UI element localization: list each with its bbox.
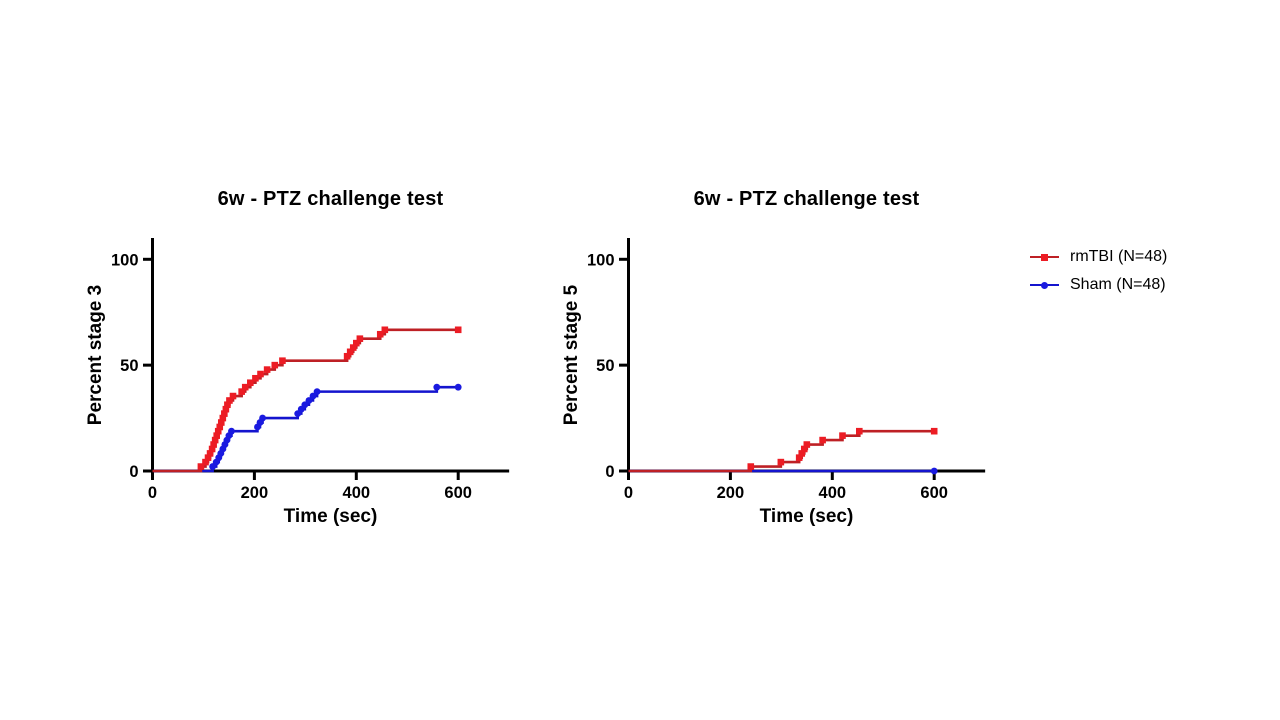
event-marker-circle — [301, 401, 309, 409]
event-marker-circle — [930, 467, 938, 475]
event-marker-square — [252, 374, 259, 382]
event-marker-square — [930, 427, 938, 435]
chart-1: 0 200 400 600 0 50 100 — [587, 238, 986, 502]
event-marker-square — [222, 405, 230, 413]
event-marker-circle — [309, 392, 317, 400]
event-marker-square — [856, 427, 863, 435]
event-marker-square — [229, 392, 237, 400]
event-marker-square — [238, 388, 245, 395]
event-marker-square — [219, 414, 227, 422]
event-marker-square — [221, 410, 228, 417]
event-marker-square — [257, 370, 264, 378]
event-marker-square — [197, 463, 205, 470]
x-tick-label: 200 — [241, 484, 269, 502]
event-marker-circle — [305, 397, 313, 404]
event-marker-square — [210, 441, 217, 448]
event-marker-square — [356, 335, 364, 342]
legend-item-sham: Sham (N=48) — [1030, 271, 1167, 299]
y-tick-label: 50 — [596, 357, 614, 375]
event-marker-square — [381, 326, 389, 334]
event-marker-circle — [433, 383, 441, 391]
event-marker-circle — [454, 383, 462, 391]
sham-swatch — [1030, 281, 1059, 289]
event-marker-square — [206, 450, 214, 457]
event-marker-circle — [228, 427, 235, 435]
sham-circle-marker-icon — [1041, 281, 1048, 289]
chart-0: 0 200 400 600 0 50 100 — [111, 238, 510, 502]
event-marker-square — [263, 366, 271, 373]
x-axis-title-stage3: Time (sec) — [283, 506, 378, 527]
y-axis-title-stage3: Percent stage 3 — [85, 284, 106, 426]
event-marker-square — [803, 441, 811, 448]
event-marker-square — [798, 450, 806, 457]
event-marker-square — [376, 330, 384, 338]
series-rmtbi-n-48- — [152, 326, 462, 473]
event-marker-square — [271, 361, 279, 369]
chart-title-stage3: 6w - PTZ challenge test — [217, 188, 444, 210]
series-rmtbi-n-48- — [628, 427, 938, 473]
event-marker-circle — [259, 414, 266, 422]
x-tick-label: 400 — [819, 484, 847, 502]
event-marker-square — [777, 458, 785, 466]
event-marker-square — [204, 454, 212, 461]
step-line — [152, 385, 459, 473]
event-marker-square — [226, 397, 233, 404]
event-marker-square — [353, 339, 360, 347]
event-marker-square — [241, 383, 249, 391]
y-tick-label: 50 — [120, 357, 138, 375]
event-marker-square — [454, 326, 462, 334]
legend-label-rmtbi: rmTBI (N=48) — [1070, 248, 1168, 265]
y-tick-label: 100 — [111, 251, 139, 269]
y-tick-label: 0 — [605, 463, 614, 481]
event-marker-square — [213, 432, 220, 439]
x-tick-label: 600 — [444, 484, 472, 502]
event-marker-square — [279, 357, 286, 365]
x-tick-label: 600 — [920, 484, 948, 502]
legend: rmTBI (N=48) Sham (N=48) — [1030, 243, 1167, 299]
x-tick-label: 0 — [624, 484, 633, 502]
event-marker-square — [216, 423, 224, 431]
event-marker-square — [247, 379, 254, 387]
event-marker-square — [211, 436, 219, 444]
event-marker-square — [839, 432, 846, 439]
rmtbi-square-marker-icon — [1041, 253, 1048, 261]
x-tick-label: 0 — [148, 484, 157, 502]
y-tick-label: 100 — [587, 251, 615, 269]
series-sham-n-48- — [152, 383, 462, 473]
x-axis-title-stage5: Time (sec) — [759, 506, 854, 527]
rmtbi-swatch — [1030, 253, 1059, 261]
event-marker-circle — [313, 388, 321, 396]
event-marker-square — [343, 352, 351, 360]
event-marker-square — [795, 454, 803, 461]
chart-title-stage5: 6w - PTZ challenge test — [693, 188, 920, 210]
event-marker-square — [346, 348, 354, 356]
event-marker-square — [217, 419, 225, 426]
event-marker-square — [224, 401, 231, 409]
event-marker-square — [819, 436, 826, 444]
legend-label-sham: Sham (N=48) — [1070, 276, 1166, 293]
legend-item-rmtbi: rmTBI (N=48) — [1030, 243, 1167, 271]
event-marker-square — [202, 458, 209, 466]
y-tick-label: 0 — [129, 463, 138, 481]
x-tick-label: 200 — [717, 484, 745, 502]
step-line — [152, 328, 459, 473]
x-tick-label: 400 — [343, 484, 371, 502]
axes — [627, 238, 986, 473]
event-marker-square — [747, 463, 755, 470]
event-marker-square — [208, 445, 216, 453]
event-marker-square — [800, 445, 808, 453]
y-axis-title-stage5: Percent stage 5 — [561, 284, 582, 426]
event-marker-square — [349, 344, 357, 351]
event-marker-square — [214, 427, 222, 435]
axes — [151, 238, 510, 473]
